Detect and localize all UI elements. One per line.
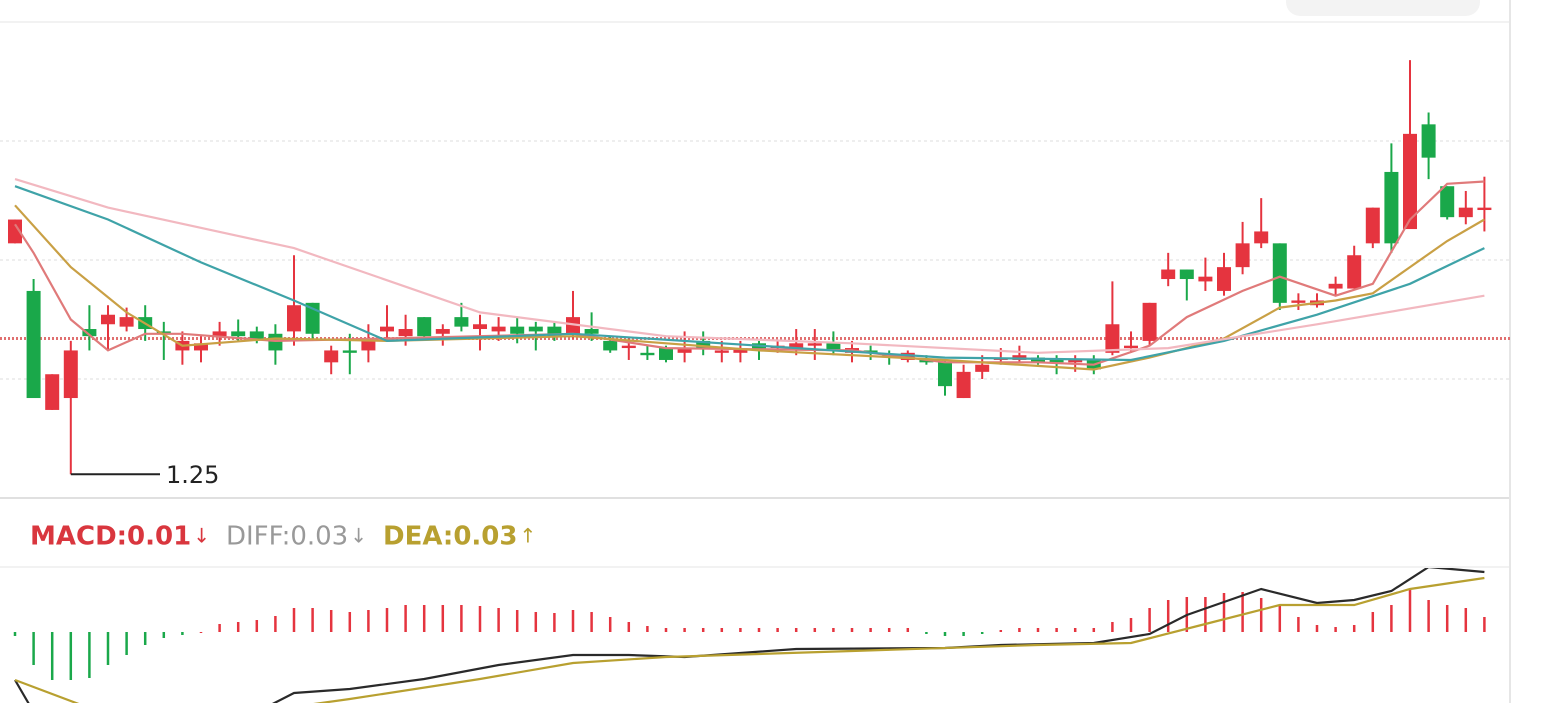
legend-label: DEA:0.03 bbox=[383, 522, 518, 552]
legend-label: DIFF:0.03 bbox=[226, 522, 348, 552]
candle-body bbox=[714, 350, 729, 353]
candle-body bbox=[1347, 255, 1362, 289]
indicator-line bbox=[14, 178, 1485, 354]
candle-body bbox=[733, 348, 748, 353]
price-panel: 1.25 bbox=[0, 60, 1510, 489]
candle-body bbox=[26, 290, 41, 399]
candle-body bbox=[1291, 300, 1306, 303]
candle-body bbox=[1235, 243, 1250, 268]
indicator-line bbox=[14, 204, 1485, 371]
candle-body bbox=[63, 350, 78, 399]
candle-body bbox=[807, 343, 822, 346]
candle-body bbox=[640, 352, 655, 356]
candle-body bbox=[45, 374, 60, 410]
candle-body bbox=[1179, 269, 1194, 280]
candle-body bbox=[938, 362, 952, 387]
legend-arrow: ↓ bbox=[193, 524, 210, 548]
candle-body bbox=[789, 343, 804, 351]
candle-body bbox=[287, 305, 301, 332]
candle-body bbox=[119, 317, 134, 327]
candle-body bbox=[659, 348, 673, 360]
candle-body bbox=[101, 314, 115, 325]
candle-body bbox=[473, 324, 487, 330]
candle-body bbox=[1458, 207, 1473, 218]
macd-legend: MACD:0.01 ↓ DIFF:0.03 ↓ DEA:0.03 ↑ bbox=[30, 522, 536, 552]
candle-body bbox=[566, 317, 580, 334]
candle-body bbox=[919, 359, 934, 363]
candle-body bbox=[510, 326, 525, 334]
candle-body bbox=[1031, 357, 1045, 363]
candle-body bbox=[1328, 283, 1343, 289]
candle-body bbox=[1384, 171, 1399, 244]
candle-body bbox=[621, 345, 636, 349]
candle-body bbox=[361, 340, 376, 351]
candle-body bbox=[696, 340, 711, 349]
candle-body bbox=[1198, 276, 1213, 282]
candle-body bbox=[491, 326, 506, 332]
candle-body bbox=[1068, 359, 1083, 363]
candle-body bbox=[677, 348, 692, 353]
candle-body bbox=[342, 350, 357, 353]
candle-body bbox=[1403, 133, 1417, 230]
candle-body bbox=[752, 343, 766, 351]
candle-body bbox=[231, 331, 246, 337]
candle-body bbox=[1161, 269, 1176, 280]
candle-body bbox=[268, 333, 283, 351]
candle-body bbox=[863, 350, 878, 353]
legend-arrow: ↓ bbox=[350, 524, 367, 548]
candle-body bbox=[1421, 124, 1436, 158]
candle-body bbox=[584, 329, 599, 334]
candle-body bbox=[1440, 186, 1455, 218]
candle-body bbox=[1272, 243, 1287, 303]
legend-arrow: ↑ bbox=[519, 524, 536, 548]
candle-body bbox=[398, 329, 413, 337]
period-button[interactable] bbox=[1286, 0, 1480, 16]
legend-label: MACD:0.01 bbox=[30, 522, 191, 552]
indicator-line bbox=[14, 185, 1485, 362]
candle-body bbox=[1049, 359, 1064, 363]
candle-body bbox=[249, 331, 264, 339]
indicator-line bbox=[14, 568, 1485, 703]
min-label: 1.25 bbox=[166, 461, 219, 489]
candle-body bbox=[1477, 207, 1492, 211]
candle-body bbox=[1105, 324, 1120, 353]
candle-body bbox=[900, 352, 915, 360]
candle-body bbox=[826, 343, 841, 351]
candle-body bbox=[435, 329, 450, 334]
candle-body bbox=[212, 331, 227, 337]
candle-body bbox=[1124, 345, 1138, 349]
candle-body bbox=[547, 326, 562, 337]
candle-body bbox=[324, 350, 339, 363]
candle-body bbox=[603, 340, 618, 351]
candle-body bbox=[8, 219, 22, 244]
candle-body bbox=[380, 326, 394, 332]
indicator-line bbox=[14, 576, 1485, 703]
candle-body bbox=[956, 371, 971, 399]
candle-body bbox=[454, 317, 469, 327]
candle-body bbox=[1217, 267, 1231, 291]
candle-body bbox=[194, 343, 208, 351]
candle-body bbox=[417, 317, 432, 337]
indicator-line bbox=[14, 180, 1485, 366]
candle-body bbox=[1254, 231, 1269, 244]
candle-body bbox=[975, 364, 990, 372]
candle-body bbox=[1142, 302, 1157, 341]
candle-body bbox=[156, 331, 171, 334]
candle-body bbox=[82, 329, 97, 337]
macd-panel bbox=[13, 568, 1486, 703]
candle-body bbox=[1365, 207, 1380, 244]
candle-body bbox=[528, 326, 543, 332]
